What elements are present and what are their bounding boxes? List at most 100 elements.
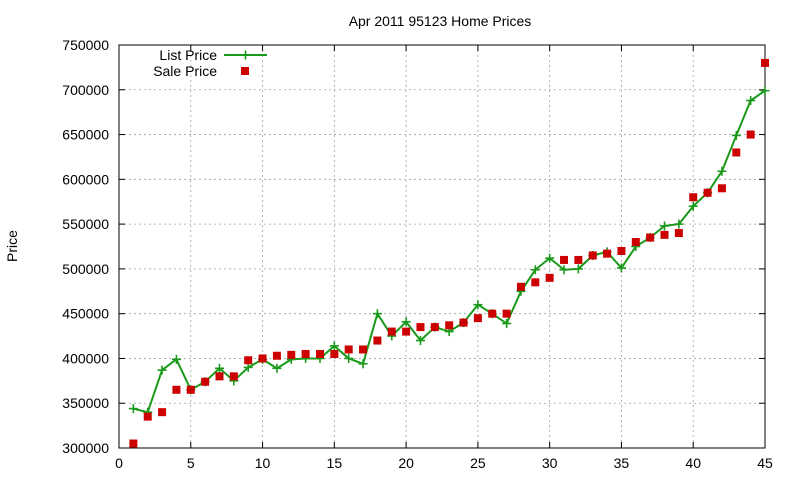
sale-price-point xyxy=(359,345,368,354)
x-tick-label: 15 xyxy=(327,455,343,471)
list-price-point xyxy=(731,130,741,140)
list-price-point xyxy=(473,300,483,310)
list-price-point xyxy=(674,219,684,229)
list-price-point xyxy=(717,166,727,176)
list-price-point xyxy=(344,353,354,363)
sale-price-point xyxy=(287,350,296,359)
list-price-point xyxy=(128,404,138,414)
y-tick-label: 300000 xyxy=(62,440,109,456)
sale-price-point xyxy=(459,318,468,327)
list-price-point xyxy=(502,319,512,329)
sale-price-point xyxy=(430,323,439,332)
sale-price-point xyxy=(387,327,396,336)
legend: List Price Sale Price xyxy=(153,47,267,79)
list-price-point xyxy=(573,264,583,274)
list-price-point xyxy=(171,354,181,364)
x-tick-label: 30 xyxy=(542,455,558,471)
sale-price-point xyxy=(244,356,253,365)
list-price-point xyxy=(545,253,555,263)
list-price-point xyxy=(358,359,368,369)
y-tick-label: 400000 xyxy=(62,350,109,366)
sale-price-point xyxy=(732,148,741,157)
sale-price-point xyxy=(215,372,224,381)
list-price-point xyxy=(214,363,224,373)
sale-price-point xyxy=(373,336,382,345)
x-tick-label: 45 xyxy=(757,455,773,471)
list-price-point xyxy=(272,363,282,373)
sale-price-point xyxy=(201,377,210,386)
list-price-point xyxy=(616,263,626,273)
sale-price-point xyxy=(502,309,511,318)
ticks: 0 5 10 15 20 25 30 35 40 45 300000 350000 400000 4500… xyxy=(62,37,773,471)
sale-price-point xyxy=(186,385,195,394)
list-price-point xyxy=(157,365,167,375)
y-tick-label: 700000 xyxy=(62,82,109,98)
legend-marker-list-price xyxy=(241,50,250,60)
sale-price-point xyxy=(560,255,569,264)
legend-label-list-price: List Price xyxy=(159,47,217,63)
y-tick-label: 650000 xyxy=(62,127,109,143)
sale-price-point xyxy=(703,188,712,197)
x-tick-label: 10 xyxy=(255,455,271,471)
plot-frame xyxy=(118,44,766,449)
sale-price-point xyxy=(172,385,181,394)
y-tick-label: 500000 xyxy=(62,261,109,277)
y-axis-label: Price xyxy=(4,230,20,262)
sale-price-point xyxy=(660,230,669,239)
sale-price-point xyxy=(445,321,454,330)
sale-price-point xyxy=(473,314,482,323)
list-price-point xyxy=(243,362,253,372)
sale-price-point xyxy=(301,349,310,358)
sale-price-point xyxy=(588,251,597,260)
list-price-point xyxy=(688,201,698,211)
legend-label-sale-price: Sale Price xyxy=(153,63,217,79)
x-tick-label: 25 xyxy=(470,455,486,471)
sale-price-point xyxy=(402,327,411,336)
sale-price-point xyxy=(545,273,554,282)
sale-price-point xyxy=(646,233,655,242)
sale-price-point xyxy=(531,278,540,287)
sale-price-point xyxy=(574,255,583,264)
y-tick-label: 600000 xyxy=(62,171,109,187)
list-price-point xyxy=(530,265,540,275)
sale-price-point xyxy=(129,439,138,448)
sale-price-point xyxy=(158,408,167,417)
sale-price-point xyxy=(143,412,152,421)
list-price-point xyxy=(746,96,756,106)
y-tick-label: 450000 xyxy=(62,306,109,322)
list-price-line xyxy=(133,89,766,414)
x-tick-label: 5 xyxy=(187,455,195,471)
series xyxy=(128,58,770,448)
sale-price-point xyxy=(488,309,497,318)
grid xyxy=(119,45,765,448)
sale-price-point xyxy=(631,238,640,247)
sale-price-point xyxy=(258,354,267,363)
legend-marker-sale-price xyxy=(241,67,249,75)
x-tick-label: 20 xyxy=(398,455,414,471)
sale-price-point xyxy=(674,229,683,238)
sale-price-point xyxy=(330,349,339,358)
sale-price-point xyxy=(416,323,425,332)
list-price-point xyxy=(660,221,670,231)
sale-price-point xyxy=(717,184,726,193)
list-price-point xyxy=(415,336,425,346)
sale-price-point xyxy=(761,58,769,67)
list-price-point xyxy=(760,86,770,96)
sale-price-point xyxy=(229,372,238,381)
sale-price-point xyxy=(689,193,698,202)
list-price-point xyxy=(401,317,411,327)
sale-price-point xyxy=(746,130,755,139)
x-tick-label: 40 xyxy=(685,455,701,471)
y-tick-label: 750000 xyxy=(62,37,109,53)
sale-price-point xyxy=(344,345,353,354)
sale-price-point xyxy=(315,349,324,358)
sale-price-point xyxy=(617,246,626,255)
y-tick-label: 550000 xyxy=(62,216,109,232)
list-price-point xyxy=(559,265,569,275)
list-price-point xyxy=(372,309,382,319)
chart-title: Apr 2011 95123 Home Prices xyxy=(349,13,532,29)
x-tick-label: 35 xyxy=(614,455,630,471)
list-price-point xyxy=(329,341,339,351)
